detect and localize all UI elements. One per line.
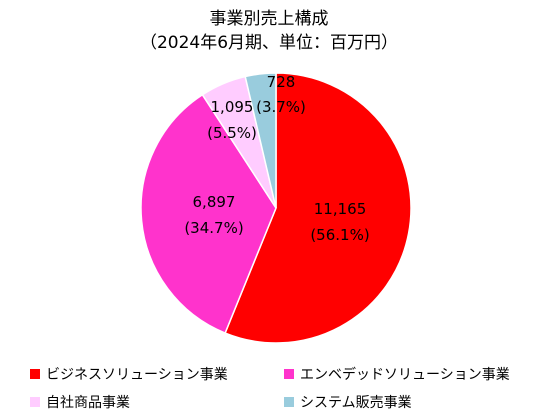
- legend-swatch-own-products: [30, 397, 40, 407]
- legend-item-own-products: 自社商品事業: [30, 392, 130, 412]
- pie-slice-business: [224, 72, 412, 344]
- legend-item-business: ビジネスソリューション事業: [30, 364, 228, 384]
- data-label-pct-embedded: (34.7%): [184, 219, 243, 237]
- chart-title: 事業別売上構成: [209, 9, 329, 29]
- legend-item-embedded: エンベデッドソリューション事業: [284, 364, 510, 384]
- data-label-pct-system-sales: (3.7%): [256, 98, 306, 116]
- chart-subtitle: （2024年6月期、単位：百万円）: [139, 33, 399, 53]
- data-label-value-system-sales: 728: [267, 73, 296, 91]
- legend-label-embedded: エンベデッドソリューション事業: [300, 367, 510, 383]
- legend-label-system-sales: システム販売事業: [300, 395, 412, 411]
- data-label-value-own-products: 1,095: [211, 98, 254, 116]
- pie-slice-embedded: [140, 93, 277, 335]
- legend-swatch-system-sales: [284, 397, 294, 407]
- legend-label-business: ビジネスソリューション事業: [46, 367, 228, 383]
- legend-swatch-embedded: [284, 369, 294, 379]
- legend-swatch-business: [30, 369, 40, 379]
- data-label-pct-own-products: (5.5%): [207, 124, 257, 142]
- data-label-pct-business: (56.1%): [310, 226, 369, 244]
- legend-label-own-products: 自社商品事業: [46, 395, 130, 411]
- pie-slice-system-sales: [244, 72, 277, 209]
- data-label-value-business: 11,165: [314, 200, 367, 218]
- data-label-value-embedded: 6,897: [193, 193, 236, 211]
- legend-item-system-sales: システム販売事業: [284, 392, 412, 412]
